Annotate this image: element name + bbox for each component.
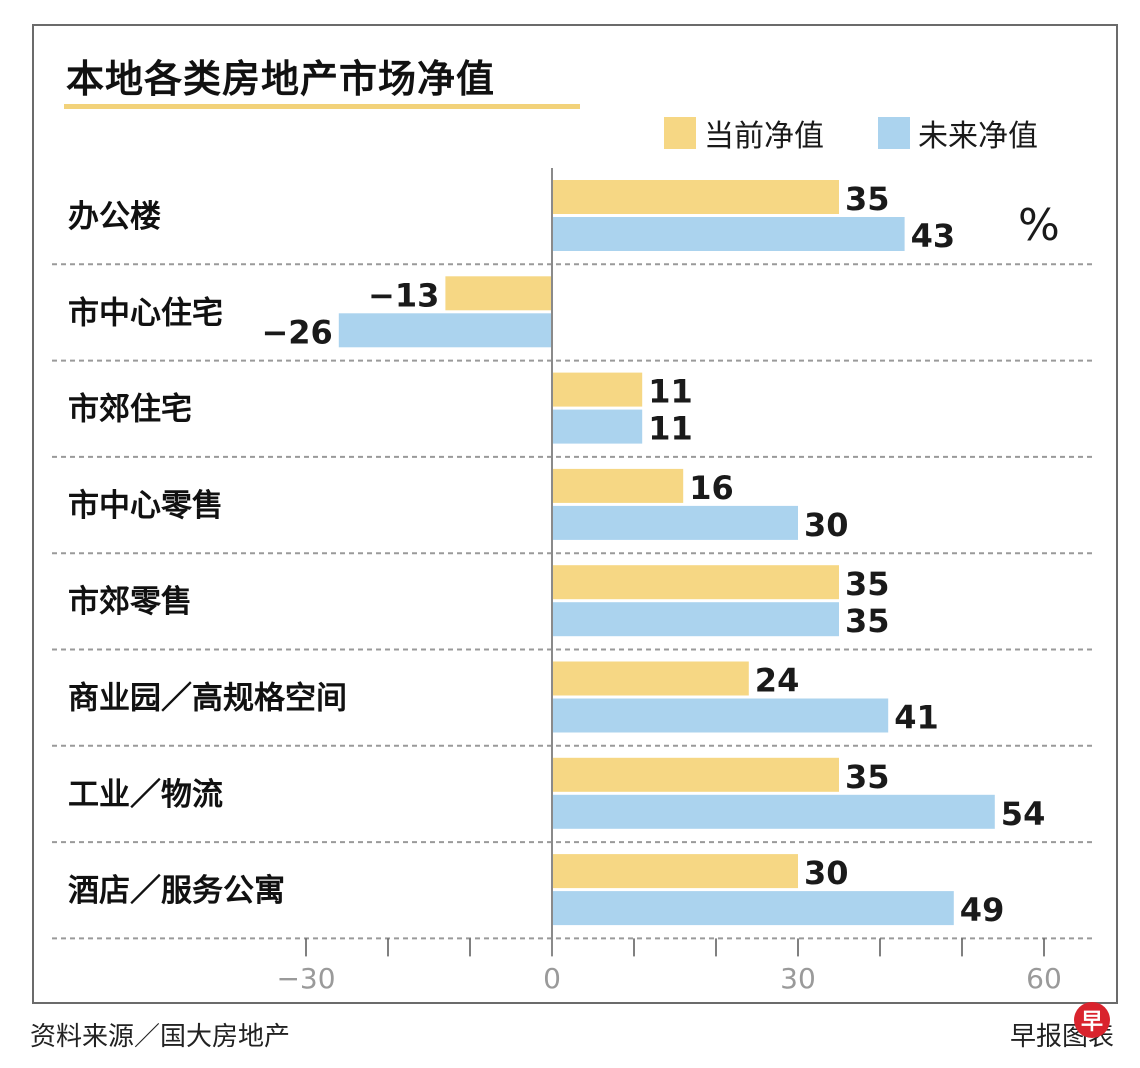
data-label: 11 [648,373,693,411]
bar [552,891,954,926]
source-note: 资料来源／国大房地产 [30,1022,291,1052]
data-label: 35 [845,602,890,640]
legend-swatch-current [664,117,696,149]
data-label: 16 [689,469,734,507]
bar [552,505,798,540]
data-label: −26 [261,313,332,351]
bar [552,698,889,733]
data-label: 43 [911,217,956,255]
data-label: −13 [368,276,439,314]
unit-label: % [1018,200,1060,251]
legend-item-future: 未来净值 [878,116,1038,154]
x-tick-label: 30 [780,962,816,995]
bar [552,757,839,792]
data-label: 35 [845,758,890,796]
bar [552,794,995,829]
x-tick-label: 60 [1026,962,1062,995]
x-tick-label: 0 [543,962,561,995]
bar [552,661,749,696]
category-label: 商业园／高规格空间 [68,681,347,717]
bar [552,409,643,444]
bar [552,854,798,889]
category-label: 工业／物流 [68,777,223,813]
category-label: 市郊住宅 [68,392,192,428]
category-label: 酒店／服务公寓 [68,873,285,909]
x-tick-label: −30 [276,962,335,995]
bar [552,565,839,600]
bar [552,372,643,407]
zaobao-logo: 早 [1074,1002,1110,1038]
data-label: 11 [648,410,693,448]
bar [552,602,839,637]
category-label: 市中心零售 [68,488,223,524]
bar [445,276,552,311]
title-underline [64,104,580,109]
category-label: 市郊零售 [68,584,192,620]
legend-swatch-future [878,117,910,149]
data-label: 41 [894,699,939,737]
data-label: 35 [845,180,890,218]
bar [338,313,552,348]
data-label: 30 [804,854,849,892]
category-label: 市中心住宅 [68,295,223,331]
data-label: 24 [755,662,800,700]
legend-label-current: 当前净值 [704,119,824,154]
bar [552,217,905,251]
bar [552,180,839,214]
data-label: 30 [804,506,849,544]
category-label: 办公楼 [68,199,161,235]
data-label: 54 [1001,795,1046,833]
chart-title: 本地各类房地产市场净值 [66,57,496,101]
data-label: 49 [960,891,1005,929]
legend-item-current: 当前净值 [664,116,824,154]
bar [552,468,684,503]
data-label: 35 [845,565,890,603]
legend-label-future: 未来净值 [918,119,1038,154]
